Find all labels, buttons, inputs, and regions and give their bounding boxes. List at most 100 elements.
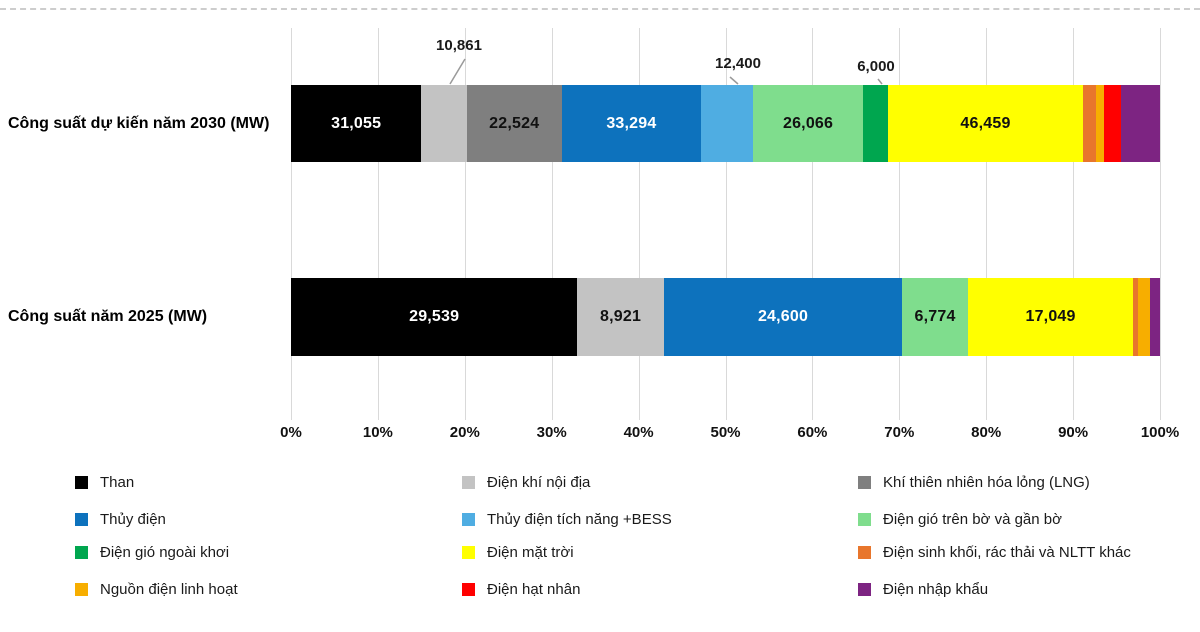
legend-item: Nguồn điện linh hoạt — [75, 580, 238, 598]
legend-item: Điện hạt nhân — [462, 580, 580, 598]
x-tick-label: 70% — [884, 424, 915, 441]
x-tick-label: 50% — [710, 424, 741, 441]
stacked-bar-2025: 29,539 8,921 24,600 6,774 17,049 — [291, 278, 1160, 356]
plot-area — [291, 28, 1161, 420]
x-tick-label: 20% — [449, 424, 480, 441]
legend-item: Thủy điện — [75, 510, 166, 528]
x-tick-label: 100% — [1140, 424, 1180, 441]
legend-swatch — [75, 582, 88, 596]
bar-segment — [1150, 278, 1160, 356]
bar-segment — [1083, 85, 1096, 162]
bar-segment: 46,459 — [887, 85, 1084, 162]
legend-swatch — [858, 512, 871, 526]
x-tick-label: 60% — [797, 424, 828, 441]
x-tick-label: 40% — [623, 424, 654, 441]
gridline — [899, 28, 901, 420]
callout-label-domestic-gas: 10,861 — [436, 37, 482, 54]
bar-segment — [421, 85, 467, 162]
bar-segment: 29,539 — [291, 278, 578, 356]
bar-segment-value: 29,539 — [409, 308, 460, 325]
legend-item: Điện sinh khối, rác thải và NLTT khác — [858, 543, 1131, 561]
legend-swatch — [858, 475, 871, 489]
callout-label-offshore-wind: 6,000 — [857, 58, 895, 75]
bar-segment — [1133, 278, 1139, 356]
gridline — [377, 28, 379, 420]
row-label-2025: Công suất năm 2025 (MW) — [8, 308, 208, 325]
bar-segment-value: 6,774 — [914, 308, 956, 325]
x-axis: 0% 10% 20% 30% 40% 50% 60% 70% 80% 90% 100% — [280, 424, 1179, 446]
gridline — [812, 28, 814, 420]
legend-label: Điện khí nội địa — [487, 473, 591, 491]
gridline — [551, 28, 553, 420]
bar-segment — [862, 85, 888, 162]
bar-segment — [701, 85, 754, 162]
legend-swatch — [75, 475, 88, 489]
bar-segment — [1095, 85, 1104, 162]
bar-segment — [1120, 85, 1160, 162]
bar-segment-value: 24,600 — [757, 308, 809, 325]
legend-label: Điện gió ngoài khơi — [100, 543, 230, 561]
stacked-bar-2030: 31,055 22,524 33,294 26,066 46,459 — [291, 85, 1160, 162]
bar-segment — [1103, 85, 1121, 162]
legend-swatch — [462, 475, 475, 489]
x-tick-label: 10% — [362, 424, 393, 441]
legend-swatch — [858, 545, 871, 559]
legend-swatch — [462, 512, 475, 526]
legend-label: Điện nhập khẩu — [883, 580, 989, 598]
top-dashed-border — [0, 8, 1200, 10]
legend-item: Than — [75, 473, 134, 491]
bar-segment: 8,921 — [577, 278, 664, 356]
bar-segment-value: 33,294 — [606, 114, 657, 132]
legend-label: Điện hạt nhân — [487, 580, 581, 598]
bar-segment-value: 22,524 — [489, 114, 540, 132]
bar-segment-value: 46,459 — [960, 114, 1011, 132]
legend-swatch — [75, 512, 88, 526]
gridline — [638, 28, 640, 420]
legend: Than Thủy điện Điện gió ngoài khơi Nguồn đi… — [0, 458, 1200, 628]
bar-segment — [1138, 278, 1151, 356]
x-tick-label: 80% — [971, 424, 1002, 441]
gridline — [1073, 28, 1075, 420]
bar-segment-value: 8,921 — [600, 308, 642, 325]
callout-label-pumped-storage-bess: 12,400 — [715, 55, 761, 72]
legend-item: Điện mặt trời — [462, 543, 574, 561]
legend-swatch — [462, 582, 475, 596]
legend-label: Thủy điện tích năng +BESS — [487, 510, 672, 528]
bar-segment: 6,774 — [902, 278, 968, 356]
row-label-2030: Công suất dự kiến năm 2030 (MW) — [8, 114, 270, 132]
legend-label: Khí thiên nhiên hóa lỏng (LNG) — [883, 473, 1090, 491]
legend-item: Điện khí nội địa — [462, 473, 590, 491]
gridline — [986, 28, 988, 420]
bar-segment: 26,066 — [753, 85, 863, 162]
bar-segment-value: 17,049 — [1025, 308, 1076, 325]
legend-label: Than — [100, 473, 135, 491]
bar-segment: 31,055 — [291, 85, 422, 162]
bar-segment: 17,049 — [967, 278, 1134, 356]
legend-label: Điện gió trên bờ và gần bờ — [883, 510, 1062, 528]
legend-label: Nguồn điện linh hoạt — [100, 580, 238, 598]
legend-item: Điện nhập khẩu — [858, 580, 988, 598]
legend-item: Điện gió ngoài khơi — [75, 543, 229, 561]
bar-segment: 24,600 — [663, 278, 903, 356]
x-tick-label: 0% — [280, 424, 302, 441]
legend-item: Khí thiên nhiên hóa lỏng (LNG) — [858, 473, 1090, 491]
legend-label: Thủy điện — [100, 510, 166, 528]
gridline — [464, 28, 466, 420]
legend-label: Điện mặt trời — [487, 543, 574, 561]
bar-segment-value: 26,066 — [782, 114, 834, 132]
gridline — [291, 28, 292, 420]
x-tick-label: 90% — [1058, 424, 1089, 441]
legend-label: Điện sinh khối, rác thải và NLTT khác — [883, 543, 1131, 561]
legend-item: Thủy điện tích năng +BESS — [462, 510, 672, 528]
x-tick-label: 30% — [536, 424, 567, 441]
gridline — [725, 28, 727, 420]
legend-swatch — [858, 582, 871, 596]
legend-item: Điện gió trên bờ và gần bờ — [858, 510, 1062, 528]
legend-swatch — [462, 545, 475, 559]
bar-segment-value: 31,055 — [331, 114, 382, 132]
bar-segment: 22,524 — [466, 85, 562, 162]
gridline — [1160, 28, 1161, 420]
legend-swatch — [75, 545, 88, 559]
bar-segment: 33,294 — [561, 85, 702, 162]
